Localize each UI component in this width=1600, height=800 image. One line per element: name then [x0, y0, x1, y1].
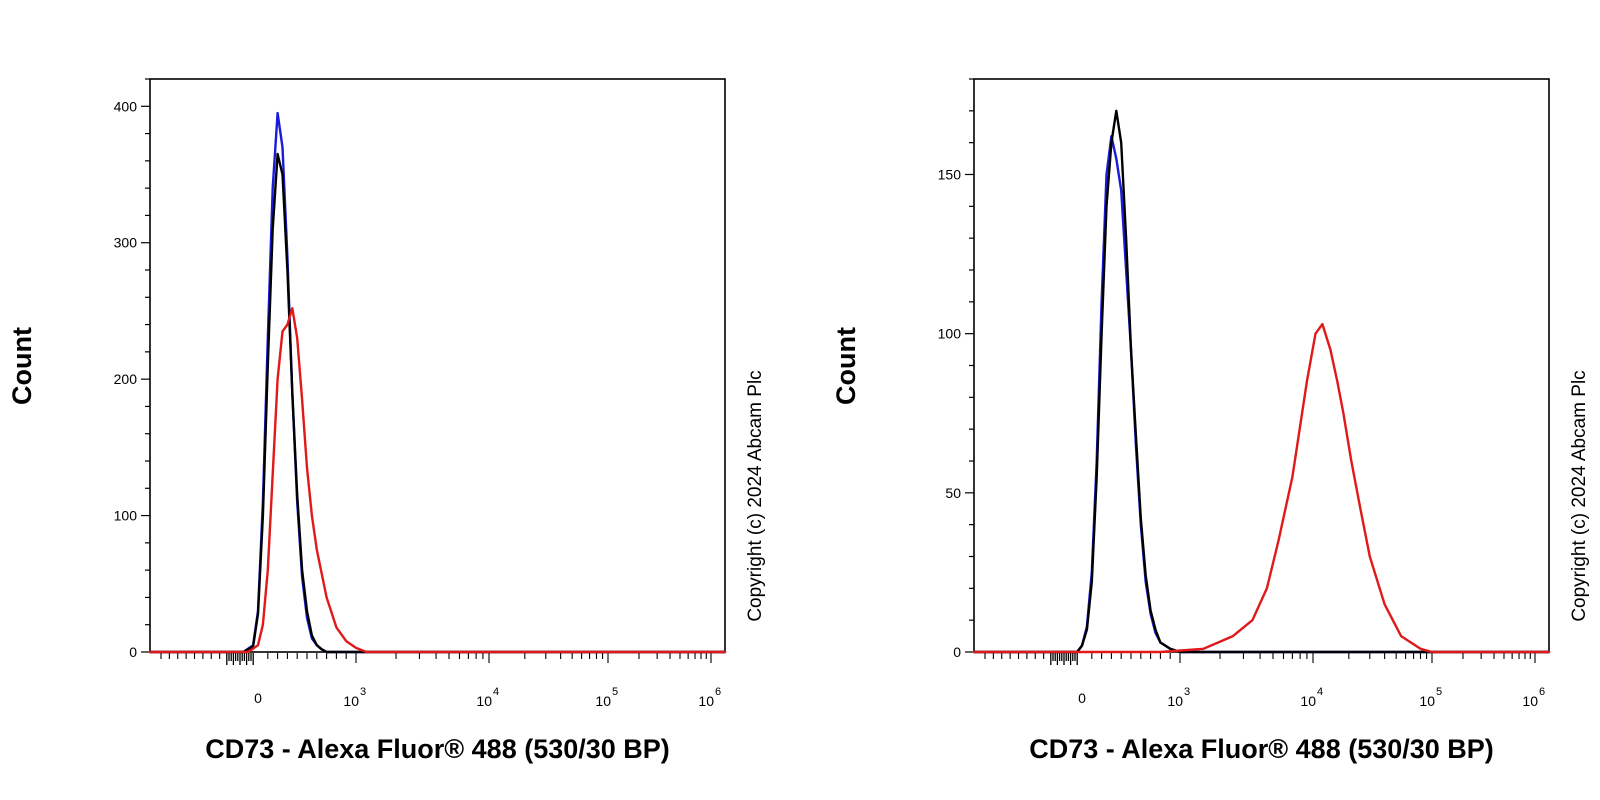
- x-tick-label-exponent: 6: [1539, 686, 1545, 698]
- x-tick-label-base: 10: [698, 693, 714, 709]
- y-tick-label: 300: [114, 235, 138, 251]
- series-line-black: [972, 109, 1551, 654]
- y-tick-label: 200: [114, 371, 138, 387]
- x-axis-title: CD73 - Alexa Fluor® 488 (530/30 BP): [205, 734, 670, 764]
- x-tick-label-base: 10: [476, 693, 492, 709]
- x-tick-label-base: 10: [1167, 693, 1183, 709]
- x-tick-label-exponent: 4: [493, 686, 499, 698]
- y-tick-label: 0: [129, 644, 137, 660]
- x-tick-label: 0: [1078, 690, 1086, 706]
- x-tick-label-exponent: 3: [1184, 686, 1190, 698]
- copyright-notice: Copyright (c) 2024 Abcam Plc: [1569, 370, 1590, 621]
- x-tick-label-exponent: 3: [360, 686, 366, 698]
- series-line-black: [148, 152, 727, 654]
- x-tick-label-exponent: 5: [1436, 686, 1442, 698]
- copyright-notice: Copyright (c) 2024 Abcam Plc: [745, 370, 766, 621]
- plot-frame: [149, 78, 726, 653]
- x-tick-label-exponent: 5: [612, 686, 618, 698]
- y-axis-title: Count: [831, 327, 861, 405]
- x-axis-title: CD73 - Alexa Fluor® 488 (530/30 BP): [1029, 734, 1494, 764]
- series-line-red: [972, 322, 1551, 654]
- y-tick-label: 100: [938, 326, 962, 342]
- plot-frame: [973, 78, 1550, 653]
- x-tick-label-base: 10: [343, 693, 359, 709]
- series-line-blue: [148, 111, 727, 654]
- x-tick-label-exponent: 4: [1317, 686, 1323, 698]
- y-tick-label: 400: [114, 98, 138, 114]
- x-tick-label-base: 10: [1300, 693, 1316, 709]
- x-tick-label-base: 10: [595, 693, 611, 709]
- y-tick-label: 100: [114, 508, 138, 524]
- series-line-blue: [972, 135, 1551, 654]
- y-axis-title: Count: [7, 327, 37, 405]
- x-tick-label-base: 10: [1419, 693, 1435, 709]
- series-line-red: [148, 307, 727, 654]
- y-tick-label: 150: [938, 167, 962, 183]
- y-tick-label: 0: [953, 644, 961, 660]
- y-tick-label: 50: [945, 485, 961, 501]
- x-tick-label-base: 10: [1522, 693, 1538, 709]
- x-tick-label: 0: [254, 690, 262, 706]
- x-tick-label-exponent: 6: [715, 686, 721, 698]
